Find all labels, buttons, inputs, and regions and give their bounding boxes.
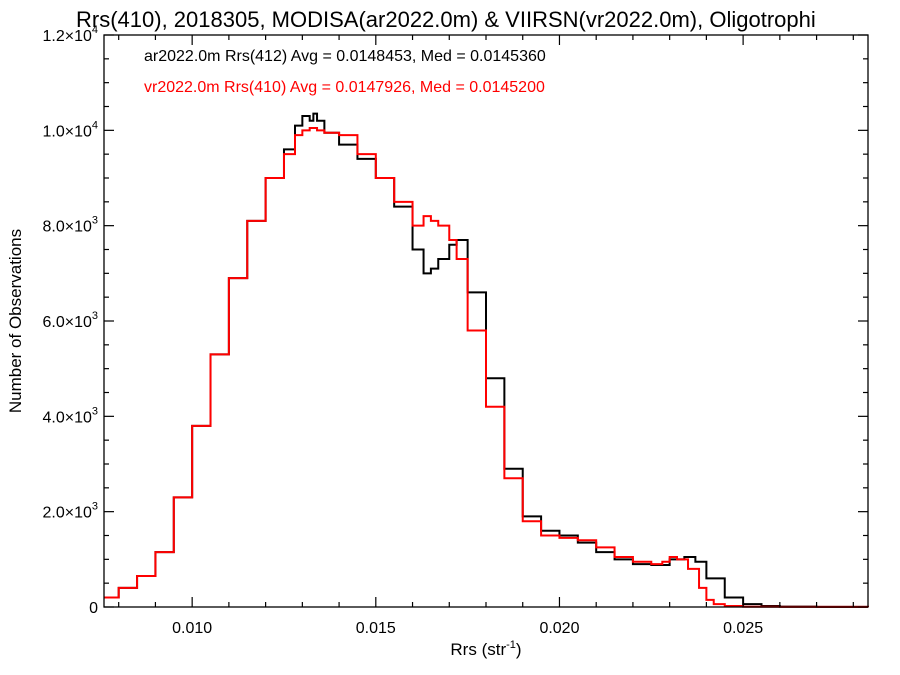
x-axis-label-tail: ) <box>516 640 522 659</box>
legend-entry-viirsn: vr2022.0m Rrs(410) Avg = 0.0147926, Med … <box>144 79 545 96</box>
tick-labels-layer: 0.010 0.015 0.020 0.02502.0×1034.0×1036.0×1… <box>42 24 763 637</box>
y-tick-exponent: 4 <box>92 119 98 131</box>
chart-title: Rrs(410), 2018305, MODISA(ar2022.0m) & V… <box>76 7 816 32</box>
y-tick-exponent: 4 <box>92 24 98 36</box>
y-tick-mantissa: 4.0×10 <box>42 409 91 426</box>
y-tick-mantissa: 8.0×10 <box>42 219 91 236</box>
y-tick-mantissa: 6.0×10 <box>42 314 91 331</box>
y-tick-label: 2.0×103 <box>42 501 98 522</box>
y-tick-mantissa: 1.2×10 <box>42 28 91 45</box>
y-axis-label: Number of Observations <box>6 229 25 413</box>
x-tick-label: 0.020 <box>539 620 579 637</box>
y-tick-exponent: 3 <box>92 215 98 227</box>
legend: ar2022.0m Rrs(412) Avg = 0.0148453, Med … <box>144 48 546 96</box>
y-tick-label: 8.0×103 <box>42 215 98 236</box>
x-axis-label: Rrs (str-1) <box>450 639 521 659</box>
x-tick-label: 0.015 <box>356 620 396 637</box>
x-tick-label: 0.025 <box>723 620 763 637</box>
y-tick-label: 0 <box>89 600 98 617</box>
ticks-layer <box>104 34 868 608</box>
legend-entry-modisa: ar2022.0m Rrs(412) Avg = 0.0148453, Med … <box>144 48 546 65</box>
x-axis-label-sup: -1 <box>506 639 516 651</box>
y-tick-label: 1.2×104 <box>42 24 98 45</box>
y-tick-exponent: 3 <box>92 405 98 417</box>
y-tick-label: 6.0×103 <box>42 310 98 331</box>
y-tick-label: 4.0×103 <box>42 405 98 426</box>
series-layer <box>104 112 869 608</box>
y-tick-mantissa: 1.0×10 <box>42 123 91 140</box>
y-tick-mantissa: 0 <box>89 600 98 617</box>
x-axis-label-main: Rrs (str <box>450 640 506 659</box>
y-tick-mantissa: 2.0×10 <box>42 505 91 522</box>
x-tick-label: 0.010 <box>172 620 212 637</box>
y-tick-label: 1.0×104 <box>42 119 98 140</box>
y-tick-exponent: 3 <box>92 310 98 322</box>
series-line-1 <box>104 126 869 608</box>
y-tick-exponent: 3 <box>92 501 98 513</box>
